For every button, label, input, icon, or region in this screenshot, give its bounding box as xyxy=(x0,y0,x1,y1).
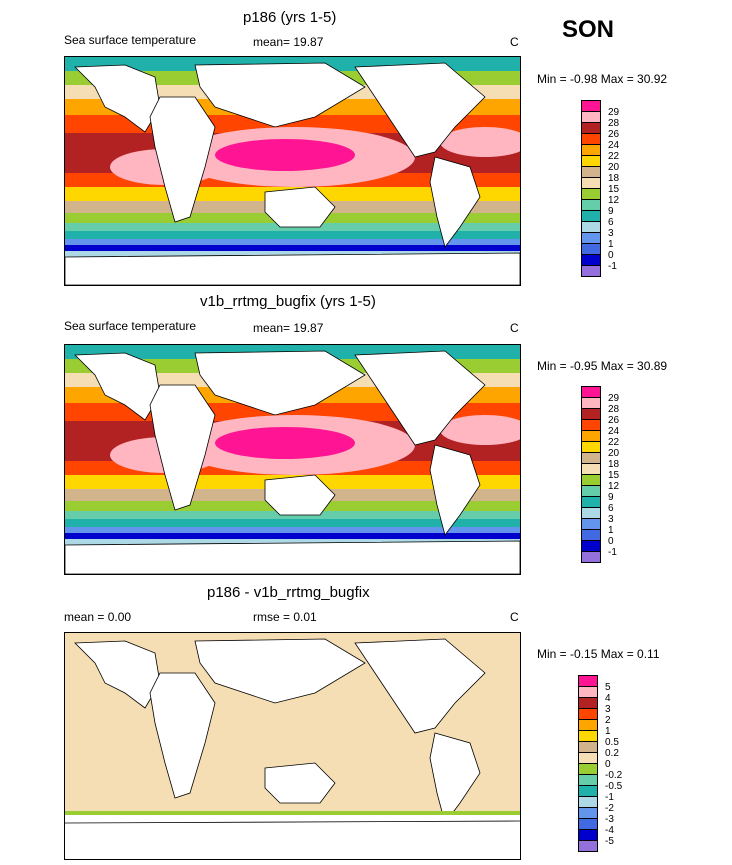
panel2-title: v1b_rrtmg_bugfix (yrs 1-5) xyxy=(200,293,376,310)
panel3-level-label: 0.2 xyxy=(605,748,619,759)
panel3-level-label: 4 xyxy=(605,693,611,704)
panel1-level-label: 0 xyxy=(608,250,614,261)
panel1-mean: mean= 19.87 xyxy=(253,35,324,49)
panel3-map-field xyxy=(65,633,520,859)
panel2-level-label: 6 xyxy=(608,503,614,514)
panel1-level-label: -1 xyxy=(608,261,617,272)
panel2-level-label: 29 xyxy=(608,393,620,404)
panel1-level-label: 3 xyxy=(608,228,614,239)
panel1-level-label: 22 xyxy=(608,151,620,162)
panel3-level-label: -3 xyxy=(605,814,614,825)
panel2-level-label: 12 xyxy=(608,481,620,492)
panel3-rmse: rmse = 0.01 xyxy=(253,610,317,624)
panel3-level-label: 3 xyxy=(605,704,611,715)
panel1-variable-label: Sea surface temperature xyxy=(64,33,197,47)
panel3-swatch xyxy=(578,840,598,852)
panel1-map xyxy=(64,56,521,286)
panel2-level-label: -1 xyxy=(608,547,617,558)
panel3-title: p186 - v1b_rrtmg_bugfix xyxy=(207,584,370,601)
panel3-map xyxy=(64,632,521,860)
panel1-title: p186 (yrs 1-5) xyxy=(243,9,337,26)
panel1-level-label: 20 xyxy=(608,162,620,173)
panel1-level-label: 15 xyxy=(608,184,620,195)
panel1-level-label: 18 xyxy=(608,173,620,184)
panel3-level-label: 2 xyxy=(605,715,611,726)
panel2-level-label: 28 xyxy=(608,404,620,415)
panel3-level-label: 0 xyxy=(605,759,611,770)
panel3-level-label: -2 xyxy=(605,803,614,814)
panel3-level-label: -0.5 xyxy=(605,781,623,792)
panel3-level-label: -0.2 xyxy=(605,770,623,781)
panel3-level-label: 5 xyxy=(605,682,611,693)
panel1-colorbar xyxy=(581,100,601,277)
panel2-level-label: 15 xyxy=(608,470,620,481)
panel3-level-label: -1 xyxy=(605,792,614,803)
panel2-level-label: 3 xyxy=(608,514,614,525)
panel2-minmax: Min = -0.95 Max = 30.89 xyxy=(537,359,668,373)
panel1-level-label: 1 xyxy=(608,239,614,250)
panel3-level-label: 0.5 xyxy=(605,737,619,748)
panel2-units: C xyxy=(510,321,519,335)
panel1-level-label: 24 xyxy=(608,140,620,151)
panel3-level-label: -5 xyxy=(605,836,614,847)
panel2-mean: mean= 19.87 xyxy=(253,321,324,335)
panel1-level-label: 6 xyxy=(608,217,614,228)
panel2-level-label: 9 xyxy=(608,492,614,503)
panel3-units: C xyxy=(510,610,519,624)
panel2-swatch xyxy=(581,551,601,563)
panel2-level-label: 0 xyxy=(608,536,614,547)
panel1-level-label: 12 xyxy=(608,195,620,206)
panel3-colorbar xyxy=(578,675,598,852)
panel2-level-label: 1 xyxy=(608,525,614,536)
panel2-level-label: 26 xyxy=(608,415,620,426)
season-label: SON xyxy=(562,16,615,43)
panel3-level-label: -4 xyxy=(605,825,614,836)
panel2-map xyxy=(64,344,521,575)
panel1-units: C xyxy=(510,35,519,49)
panel3-minmax: Min = -0.15 Max = 0.11 xyxy=(537,647,660,661)
panel2-level-label: 22 xyxy=(608,437,620,448)
panel1-level-label: 26 xyxy=(608,129,620,140)
panel2-variable-label: Sea surface temperature xyxy=(64,319,197,333)
panel3-level-label: 1 xyxy=(605,726,611,737)
panel2-level-label: 20 xyxy=(608,448,620,459)
panel1-swatch xyxy=(581,265,601,277)
panel1-level-label: 29 xyxy=(608,107,620,118)
panel3-mean: mean = 0.00 xyxy=(64,610,132,624)
panel2-level-label: 24 xyxy=(608,426,620,437)
panel1-map-field xyxy=(65,57,520,285)
panel2-level-label: 18 xyxy=(608,459,620,470)
panel2-map-field xyxy=(65,345,520,574)
panel2-colorbar xyxy=(581,386,601,563)
panel1-level-label: 9 xyxy=(608,206,614,217)
panel1-minmax: Min = -0.98 Max = 30.92 xyxy=(537,72,668,86)
panel1-level-label: 28 xyxy=(608,118,620,129)
